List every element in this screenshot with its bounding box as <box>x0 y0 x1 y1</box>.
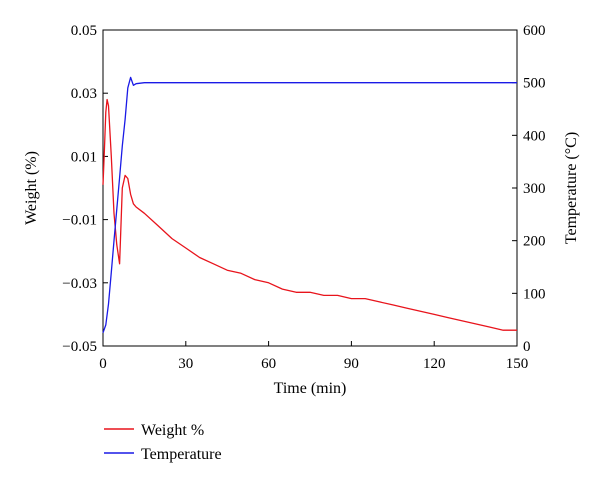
legend-label-temperature: Temperature <box>141 446 222 463</box>
y-left-tick-label: 0.01 <box>71 149 97 165</box>
legend: Weight % Temperature <box>104 422 222 463</box>
x-tick-label: 120 <box>423 356 446 372</box>
y-right-tick-label: 400 <box>523 128 546 144</box>
x-tick-label: 60 <box>261 356 276 372</box>
x-tick-label: 90 <box>344 356 359 372</box>
y-right-tick-label: 200 <box>523 234 546 250</box>
x-tick-label: 150 <box>506 356 529 372</box>
legend-label-weight: Weight % <box>141 422 204 439</box>
x-axis-label: Time (min) <box>274 380 347 397</box>
plot-area <box>102 29 518 347</box>
y-right-tick-label: 100 <box>523 286 546 302</box>
y-right-tick-label: 600 <box>523 23 546 39</box>
y-right-axis-label: Temperature (°C) <box>563 132 580 244</box>
weight-series-line <box>102 98 517 331</box>
y-left-tick-label: −0.01 <box>62 213 97 229</box>
y-right-tick-label: 0 <box>523 339 531 355</box>
y-left-tick-label: −0.03 <box>62 276 97 292</box>
x-tick-label: 30 <box>178 356 193 372</box>
series-layer <box>102 76 517 334</box>
y-left-tick-label: −0.05 <box>62 339 97 355</box>
y-right-tick-label: 300 <box>523 181 546 197</box>
temperature-series-line <box>102 76 517 334</box>
x-tick-label: 0 <box>99 356 107 372</box>
y-left-tick-label: 0.05 <box>71 23 97 39</box>
ticks-layer: 0 30 60 90 120 150 0.05 0.03 0.01 −0.01 −0.03 −0.05… <box>62 23 545 372</box>
y-left-axis-label: Weight (%) <box>23 151 40 225</box>
y-left-tick-label: 0.03 <box>71 86 97 102</box>
y-right-tick-label: 500 <box>523 76 546 92</box>
